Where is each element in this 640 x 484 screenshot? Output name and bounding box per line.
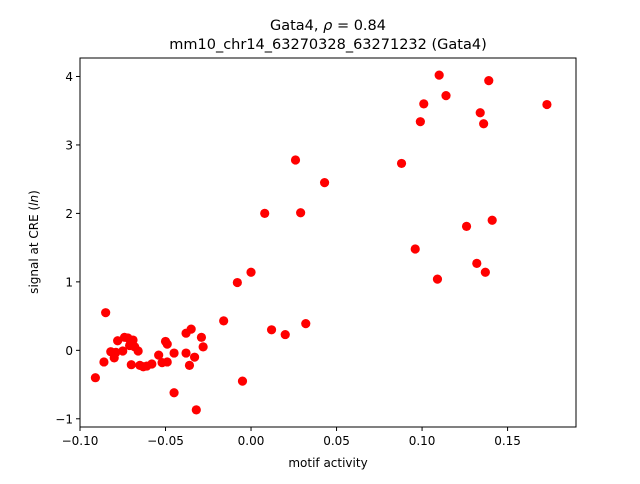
x-tick-label: −0.05 bbox=[147, 434, 184, 448]
y-tick-label: 4 bbox=[65, 70, 73, 84]
y-tick-label: 0 bbox=[65, 344, 73, 358]
data-point bbox=[113, 336, 123, 346]
data-point bbox=[162, 357, 172, 367]
data-point bbox=[301, 319, 311, 329]
data-point bbox=[133, 346, 143, 356]
data-point bbox=[415, 117, 425, 127]
data-point bbox=[99, 357, 109, 367]
data-point bbox=[147, 359, 157, 369]
data-point bbox=[111, 347, 121, 357]
data-point bbox=[90, 373, 100, 383]
x-axis-ticks: −0.10 −0.05 0.00 0.05 0.10 0.15 bbox=[62, 427, 521, 448]
data-point bbox=[101, 308, 111, 318]
data-point bbox=[162, 339, 172, 349]
data-point bbox=[260, 208, 270, 218]
data-point bbox=[479, 119, 489, 129]
data-point bbox=[410, 244, 420, 254]
data-point bbox=[196, 332, 207, 342]
data-point bbox=[266, 325, 277, 335]
data-point bbox=[419, 99, 429, 109]
y-tick-label: 1 bbox=[65, 275, 73, 289]
x-tick-label: 0.15 bbox=[494, 434, 521, 448]
data-point bbox=[219, 316, 229, 326]
x-tick-label: 0.10 bbox=[409, 434, 436, 448]
data-point bbox=[319, 178, 330, 188]
data-point bbox=[246, 267, 256, 277]
data-point bbox=[198, 342, 208, 352]
data-point bbox=[434, 70, 444, 80]
data-point bbox=[280, 329, 290, 340]
data-point bbox=[118, 346, 128, 356]
data-point bbox=[184, 360, 195, 370]
data-point bbox=[181, 348, 191, 358]
chart-title-line1: Gata4, ρ = 0.84 bbox=[270, 18, 386, 34]
data-point bbox=[487, 215, 497, 225]
data-point bbox=[480, 267, 490, 277]
data-point bbox=[484, 75, 494, 86]
x-tick-label: 0.05 bbox=[323, 434, 350, 448]
data-point bbox=[461, 221, 472, 232]
x-tick-label: −0.10 bbox=[62, 434, 99, 448]
x-axis-label: motif activity bbox=[288, 456, 367, 470]
data-point bbox=[441, 91, 451, 101]
data-point bbox=[237, 376, 248, 386]
y-tick-label: 3 bbox=[65, 138, 73, 152]
data-point bbox=[396, 158, 407, 169]
plot-frame bbox=[79, 57, 577, 428]
data-point bbox=[191, 405, 201, 415]
data-point bbox=[296, 208, 306, 218]
data-point bbox=[432, 274, 443, 284]
data-point bbox=[232, 277, 242, 288]
chart-title-line2: mm10_chr14_63270328_63271232 (Gata4) bbox=[169, 37, 486, 53]
data-point bbox=[186, 324, 196, 334]
x-tick-label: 0.00 bbox=[238, 434, 265, 448]
data-points bbox=[90, 70, 552, 415]
data-point bbox=[472, 258, 482, 268]
data-point bbox=[154, 350, 164, 360]
y-tick-label: 2 bbox=[65, 207, 73, 221]
data-point bbox=[126, 360, 136, 370]
data-point bbox=[475, 108, 485, 118]
data-point bbox=[542, 99, 552, 110]
data-point bbox=[169, 348, 179, 358]
data-point bbox=[189, 352, 200, 362]
data-point bbox=[290, 155, 301, 165]
y-tick-label: −1 bbox=[55, 412, 73, 426]
y-axis-label: signal at CRE (ln) bbox=[27, 190, 41, 294]
data-point bbox=[169, 388, 179, 398]
y-axis-ticks: −1 0 1 2 3 4 bbox=[55, 70, 80, 426]
